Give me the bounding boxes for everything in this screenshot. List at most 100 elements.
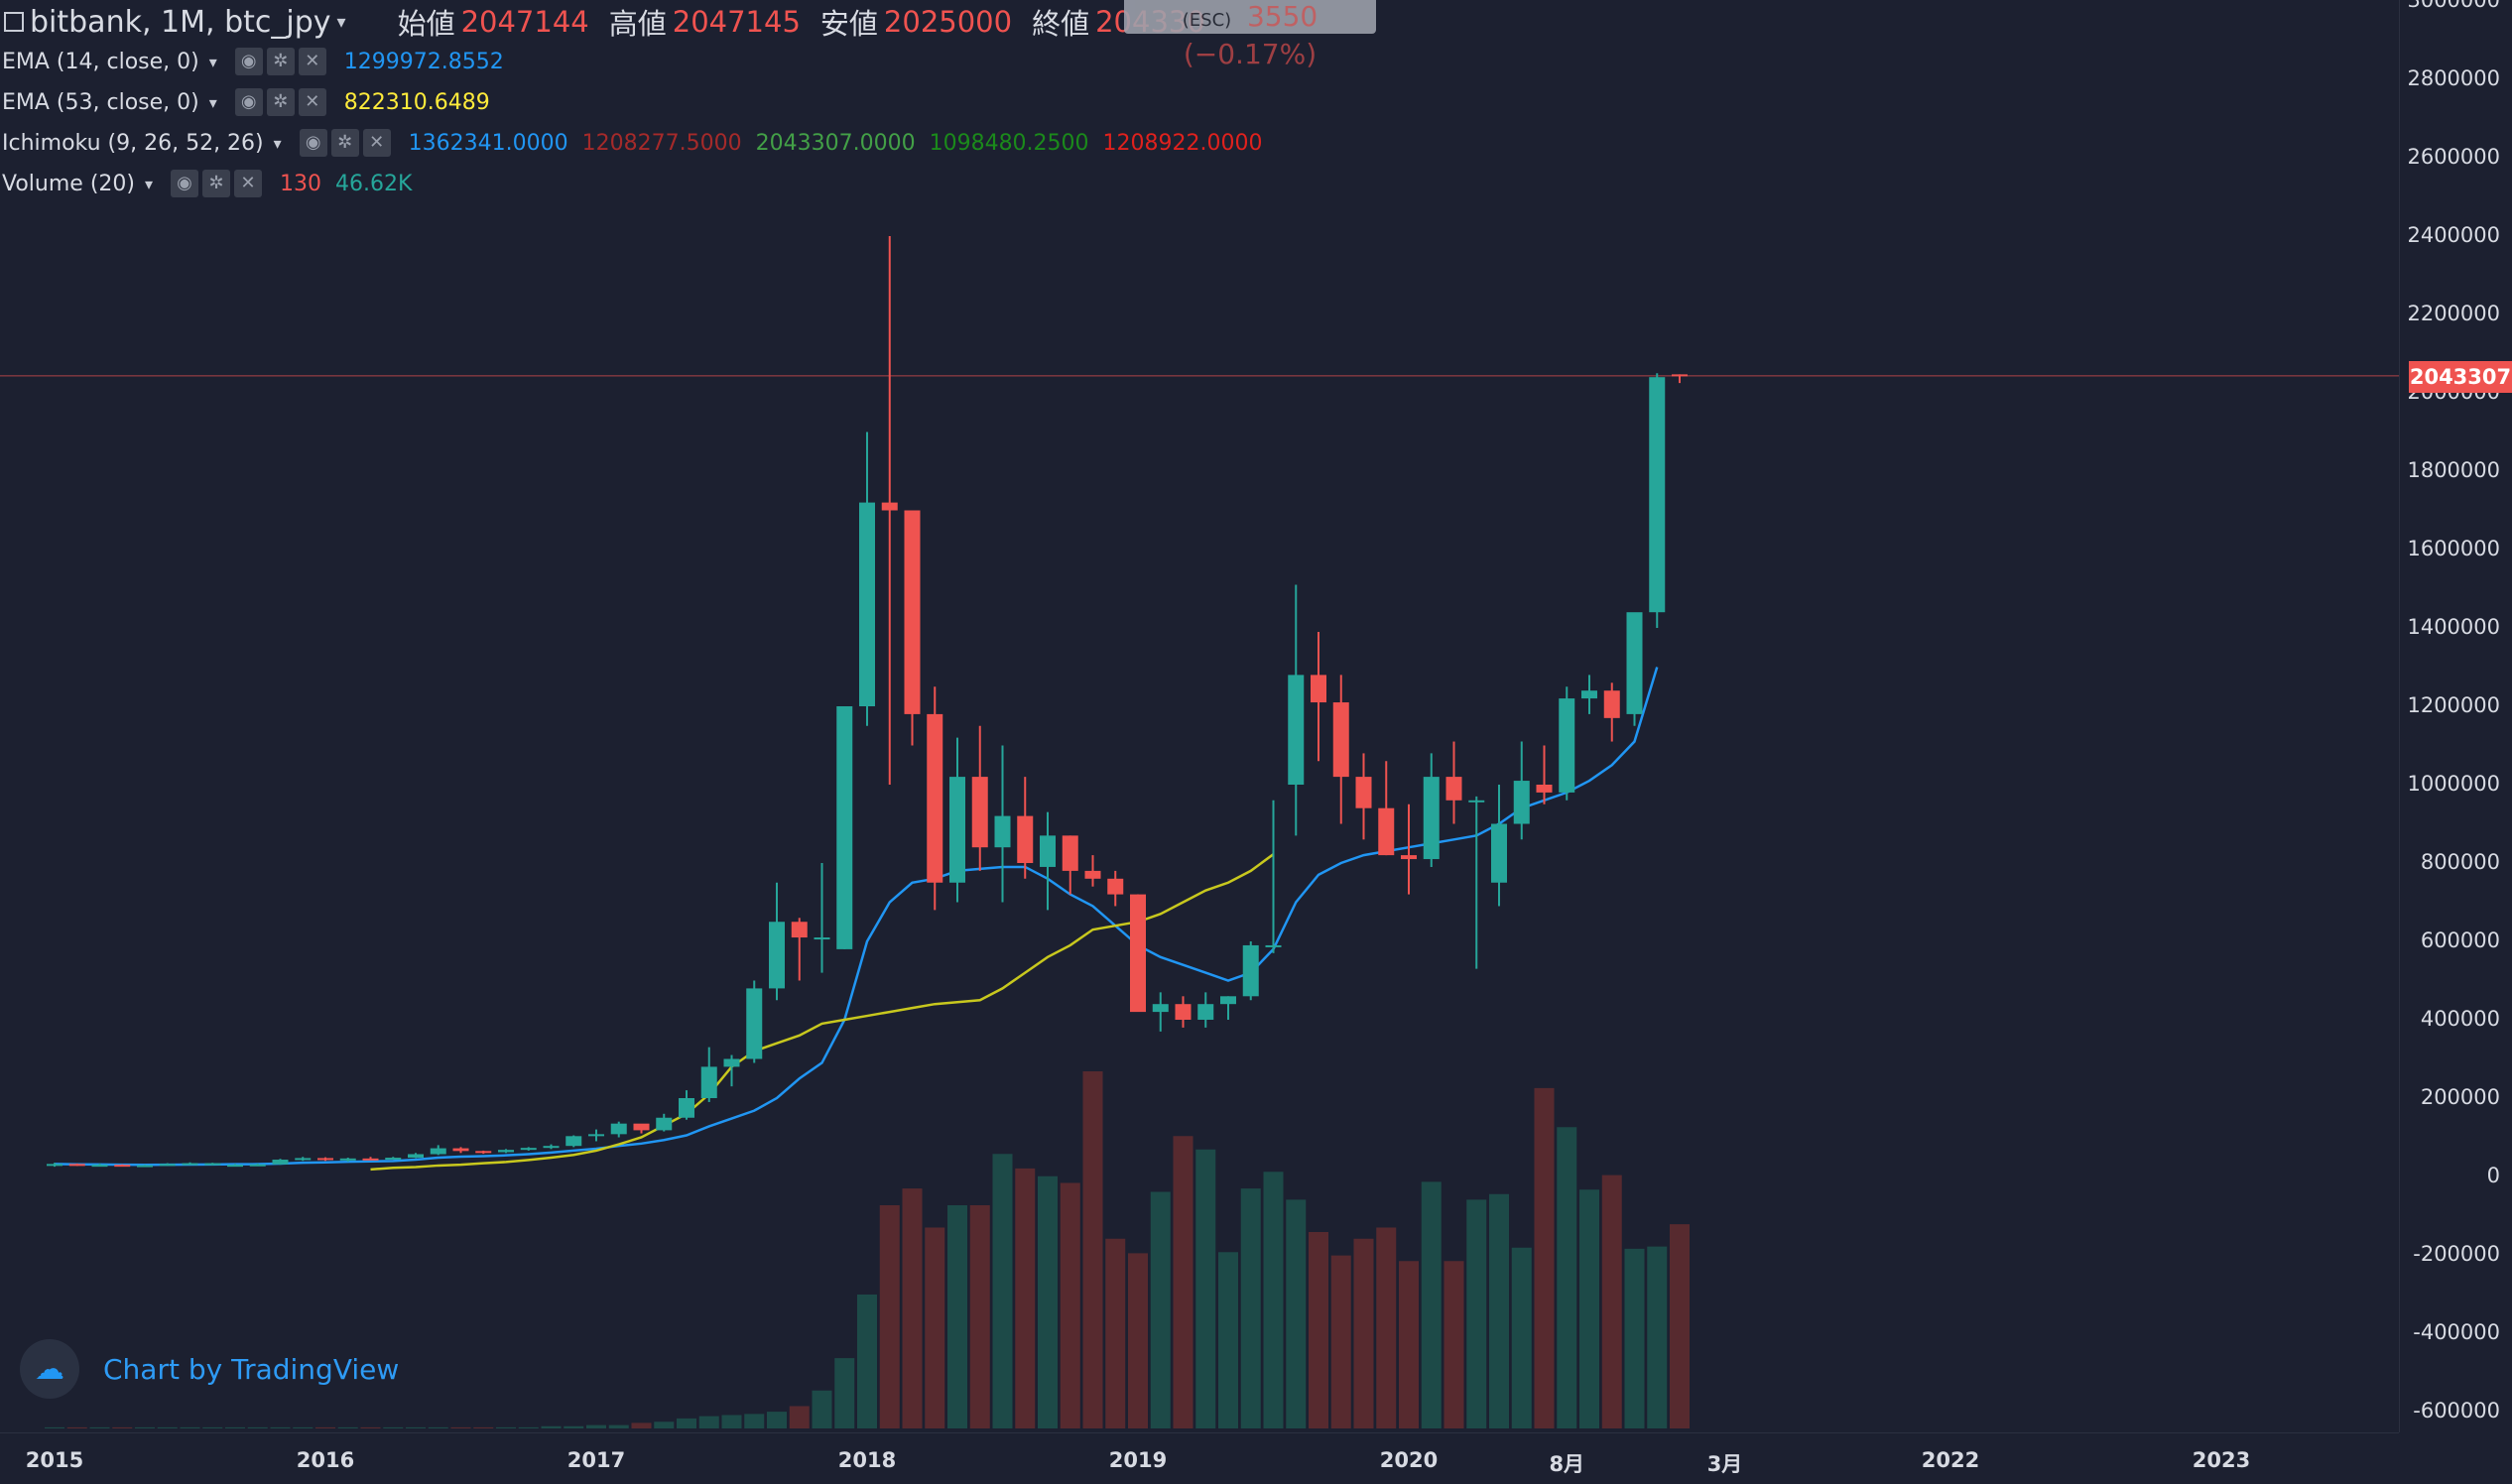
candle-body	[656, 1117, 673, 1131]
chevron-down-icon[interactable]: ▾	[208, 92, 217, 112]
y-tick-label: 1600000	[2407, 537, 2500, 560]
volume-bar	[834, 1358, 855, 1428]
candle-body	[881, 502, 898, 511]
candle-body	[769, 922, 785, 989]
volume-bar	[89, 1426, 110, 1428]
collapse-toggle-icon[interactable]	[4, 12, 24, 32]
candle-body	[1017, 815, 1034, 863]
ema53-line	[370, 853, 1275, 1172]
watermark-text[interactable]: Chart by TradingView	[103, 1352, 400, 1386]
indicator-value: 1362341.0000	[408, 130, 568, 156]
volume-bar	[721, 1415, 742, 1428]
gear-icon[interactable]: ✲	[330, 129, 359, 157]
candle-body	[362, 1158, 379, 1161]
x-tick-label: 3月	[1706, 1452, 1743, 1476]
chevron-down-icon[interactable]: ▾	[144, 174, 154, 193]
eye-icon[interactable]: ◉	[299, 129, 327, 157]
indicator-name[interactable]: Volume (20)	[2, 171, 135, 196]
y-tick-label: 2600000	[2407, 145, 2500, 169]
eye-icon[interactable]: ◉	[234, 48, 263, 75]
indicator-row[interactable]: Volume (20) ▾ ◉ ✲ ✕ 130 46.62K	[0, 164, 412, 203]
close-icon[interactable]: ✕	[362, 129, 391, 157]
candle-body	[475, 1151, 492, 1154]
volume-bar	[270, 1426, 291, 1428]
indicator-name[interactable]: EMA (14, close, 0)	[2, 49, 199, 74]
candle-body	[723, 1058, 740, 1067]
volume-bar	[1218, 1252, 1238, 1428]
esc-tooltip[interactable]: (ESC) 3550 (−0.17%)	[1124, 0, 1376, 70]
volume-bar	[631, 1422, 652, 1428]
close-label: 終値	[1032, 7, 1090, 41]
candle-body	[1649, 377, 1666, 613]
tradingview-watermark[interactable]: ☁ Chart by TradingView	[20, 1339, 399, 1399]
candle-body	[679, 1098, 694, 1118]
chevron-down-icon[interactable]: ▾	[208, 52, 217, 71]
indicator-name[interactable]: EMA (53, close, 0)	[2, 89, 199, 115]
chevron-down-icon[interactable]: ▾	[336, 11, 346, 33]
volume-bar	[360, 1426, 381, 1428]
close-icon[interactable]: ✕	[298, 48, 326, 75]
indicator-row[interactable]: EMA (53, close, 0) ▾ ◉ ✲ ✕ 822310.6489	[0, 82, 490, 122]
volume-bar	[1105, 1238, 1126, 1428]
indicator-row[interactable]: EMA (14, close, 0) ▾ ◉ ✲ ✕ 1299972.8552	[0, 42, 504, 81]
indicator-row[interactable]: Ichimoku (9, 26, 52, 26) ▾ ◉ ✲ ✕ 1362341.0000…	[0, 123, 1263, 163]
volume-bar	[1647, 1246, 1668, 1428]
volume-bar	[1150, 1191, 1171, 1428]
volume-bar	[608, 1424, 629, 1428]
chevron-down-icon[interactable]: ▾	[273, 133, 282, 153]
candle-body	[1311, 675, 1326, 703]
y-tick-label: -600000	[2413, 1399, 2500, 1422]
indicator-value: 2043307.0000	[755, 130, 916, 156]
gear-icon[interactable]: ✲	[202, 170, 231, 197]
candle-body	[1581, 690, 1597, 699]
volume-bar	[1466, 1199, 1487, 1428]
volume-bar	[677, 1418, 696, 1428]
volume-bar	[315, 1426, 335, 1428]
candle-body	[1265, 944, 1282, 947]
y-tick-label: 200000	[2420, 1085, 2500, 1109]
volume-bar	[112, 1426, 133, 1428]
candle-body	[610, 1123, 627, 1135]
y-tick-label: 1400000	[2407, 615, 2500, 639]
eye-icon[interactable]: ◉	[171, 170, 199, 197]
volume-bar	[1330, 1255, 1351, 1428]
volume-bar	[1421, 1181, 1442, 1428]
volume-bar	[1082, 1071, 1103, 1428]
volume-bar	[1128, 1253, 1148, 1428]
symbol-label[interactable]: bitbank, 1M, btc_jpy	[30, 4, 331, 40]
y-tick-label: -400000	[2413, 1320, 2500, 1344]
volume-bar	[969, 1205, 990, 1428]
candle-body	[859, 502, 875, 706]
close-icon[interactable]: ✕	[234, 170, 263, 197]
volume-bar	[1601, 1175, 1622, 1428]
volume-bar	[293, 1426, 314, 1428]
indicator-value: 822310.6489	[343, 89, 490, 115]
close-icon[interactable]: ✕	[298, 88, 326, 116]
candle-body	[204, 1163, 221, 1166]
volume-bar	[1444, 1261, 1464, 1428]
volume-bar	[1624, 1248, 1645, 1428]
gear-icon[interactable]: ✲	[266, 88, 295, 116]
volume-bar	[789, 1406, 810, 1428]
eye-icon[interactable]: ◉	[234, 88, 263, 116]
y-tick-label: 3000000	[2407, 0, 2500, 12]
candle-body	[1513, 781, 1530, 824]
candle-body	[159, 1164, 176, 1167]
candle-body	[1603, 690, 1620, 718]
candle-body	[249, 1164, 266, 1167]
volume-bar	[1489, 1193, 1509, 1428]
candle-body	[1401, 855, 1417, 860]
candle-body	[927, 713, 943, 883]
gear-icon[interactable]: ✲	[266, 48, 295, 75]
volume-bar	[767, 1412, 787, 1428]
candle-body	[1175, 1004, 1192, 1020]
volume-bar	[1579, 1189, 1599, 1428]
indicator-name[interactable]: Ichimoku (9, 26, 52, 26)	[2, 130, 264, 156]
candle-body	[836, 706, 853, 949]
candle-body	[452, 1148, 469, 1152]
x-tick-label: 2023	[2192, 1448, 2251, 1472]
symbol-header: bitbank, 1M, btc_jpy ▾ 始値 2047144 高値 204…	[0, 0, 1213, 44]
price-axis-separator	[2399, 0, 2400, 1432]
x-tick-label: 2018	[837, 1448, 897, 1472]
